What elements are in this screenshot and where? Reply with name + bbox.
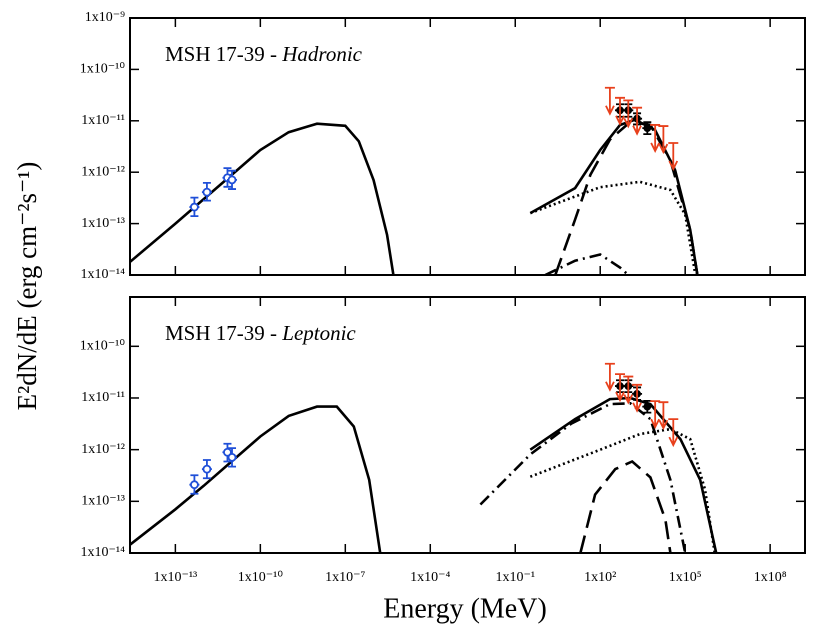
y-tick-label: 1x10⁻¹² — [81, 164, 125, 179]
y-tick-label: 1x10⁻¹⁰ — [80, 339, 126, 354]
data-point — [202, 187, 212, 197]
data-point — [643, 124, 652, 133]
x-tick-label: 1x10⁸ — [754, 570, 787, 585]
plot-area — [130, 362, 718, 553]
data-point — [227, 452, 237, 462]
data-point — [227, 175, 237, 185]
x-axis-label: Energy (MeV) — [383, 593, 547, 624]
plot-area — [130, 86, 699, 275]
panel-label-name: MSH 17-39 - — [165, 321, 282, 345]
y-tick-label: 1x10⁻¹⁰ — [80, 62, 126, 77]
y-tick-label: 1x10⁻¹¹ — [81, 113, 125, 128]
y-tick-label: 1x10⁻¹⁴ — [81, 545, 126, 560]
data-point — [190, 202, 199, 212]
upper-limit — [615, 96, 626, 126]
model-curve — [529, 427, 716, 553]
panel-label: MSH 17-39 - Hadronic — [165, 42, 363, 66]
model-curve — [479, 401, 687, 553]
x-tick-label: 1x10⁻¹³ — [153, 570, 197, 585]
y-tick-label: 1x10⁻⁹ — [85, 10, 125, 25]
y-tick-label: 1x10⁻¹³ — [81, 216, 125, 231]
upper-limit — [650, 400, 661, 430]
model-curve — [130, 122, 395, 275]
data-point — [202, 464, 212, 474]
upper-limit — [623, 375, 634, 405]
upper-limit — [632, 106, 643, 136]
panel-label-name: MSH 17-39 - — [165, 42, 282, 66]
model-curve — [130, 405, 382, 553]
upper-limit — [668, 418, 679, 448]
panel-label: MSH 17-39 - Leptonic — [165, 321, 356, 345]
upper-limit — [623, 99, 634, 129]
upper-limit — [650, 124, 661, 153]
x-tick-label: 1x10⁵ — [669, 570, 702, 585]
model-curve — [529, 396, 718, 553]
upper-limit — [604, 362, 615, 392]
upper-limit — [632, 383, 643, 413]
upper-limit — [615, 373, 626, 403]
upper-limit — [658, 125, 669, 155]
model-curve — [529, 180, 697, 275]
x-tick-label: 1x10⁻¹⁰ — [238, 570, 284, 585]
x-tick-label: 1x10⁻¹ — [495, 570, 535, 585]
x-tick-label: 1x10⁻⁴ — [410, 570, 450, 585]
upper-limit — [668, 142, 679, 172]
data-point — [190, 480, 199, 490]
y-tick-label: 1x10⁻¹³ — [81, 494, 125, 509]
upper-limit — [604, 86, 615, 116]
model-curve — [544, 253, 630, 275]
upper-limit — [658, 401, 669, 431]
x-tick-label: 1x10⁻⁷ — [325, 570, 365, 585]
model-curve — [579, 459, 672, 553]
panel-frame — [129, 17, 806, 276]
data-point — [643, 402, 652, 411]
y-tick-label: 1x10⁻¹² — [81, 442, 125, 457]
panel-label-model: Hadronic — [281, 42, 362, 66]
y-tick-label: 1x10⁻¹¹ — [81, 390, 125, 405]
panel-label-model: Leptonic — [281, 321, 356, 345]
y-tick-label: 1x10⁻¹⁴ — [81, 267, 126, 282]
y-axis-label: E²dN/dE (erg cm⁻²s⁻¹) — [12, 162, 42, 411]
x-tick-label: 1x10² — [584, 570, 616, 585]
panel-frame — [129, 296, 806, 554]
